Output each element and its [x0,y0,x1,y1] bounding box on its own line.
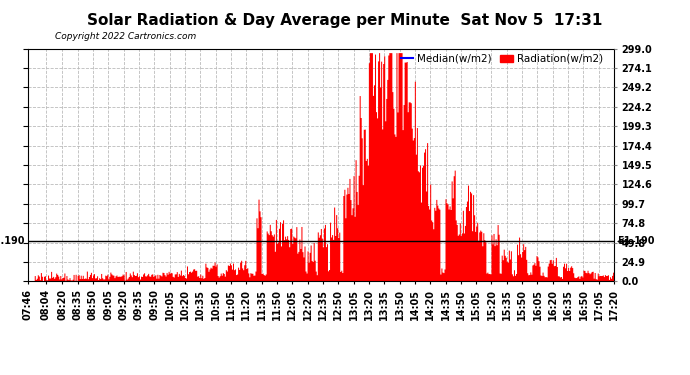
Text: Copyright 2022 Cartronics.com: Copyright 2022 Cartronics.com [55,32,197,41]
Text: 51.190: 51.190 [0,237,25,246]
Legend: Median(w/m2), Radiation(w/m2): Median(w/m2), Radiation(w/m2) [401,54,603,64]
Text: Solar Radiation & Day Average per Minute  Sat Nov 5  17:31: Solar Radiation & Day Average per Minute… [88,13,602,28]
Text: 51.190: 51.190 [617,237,655,246]
